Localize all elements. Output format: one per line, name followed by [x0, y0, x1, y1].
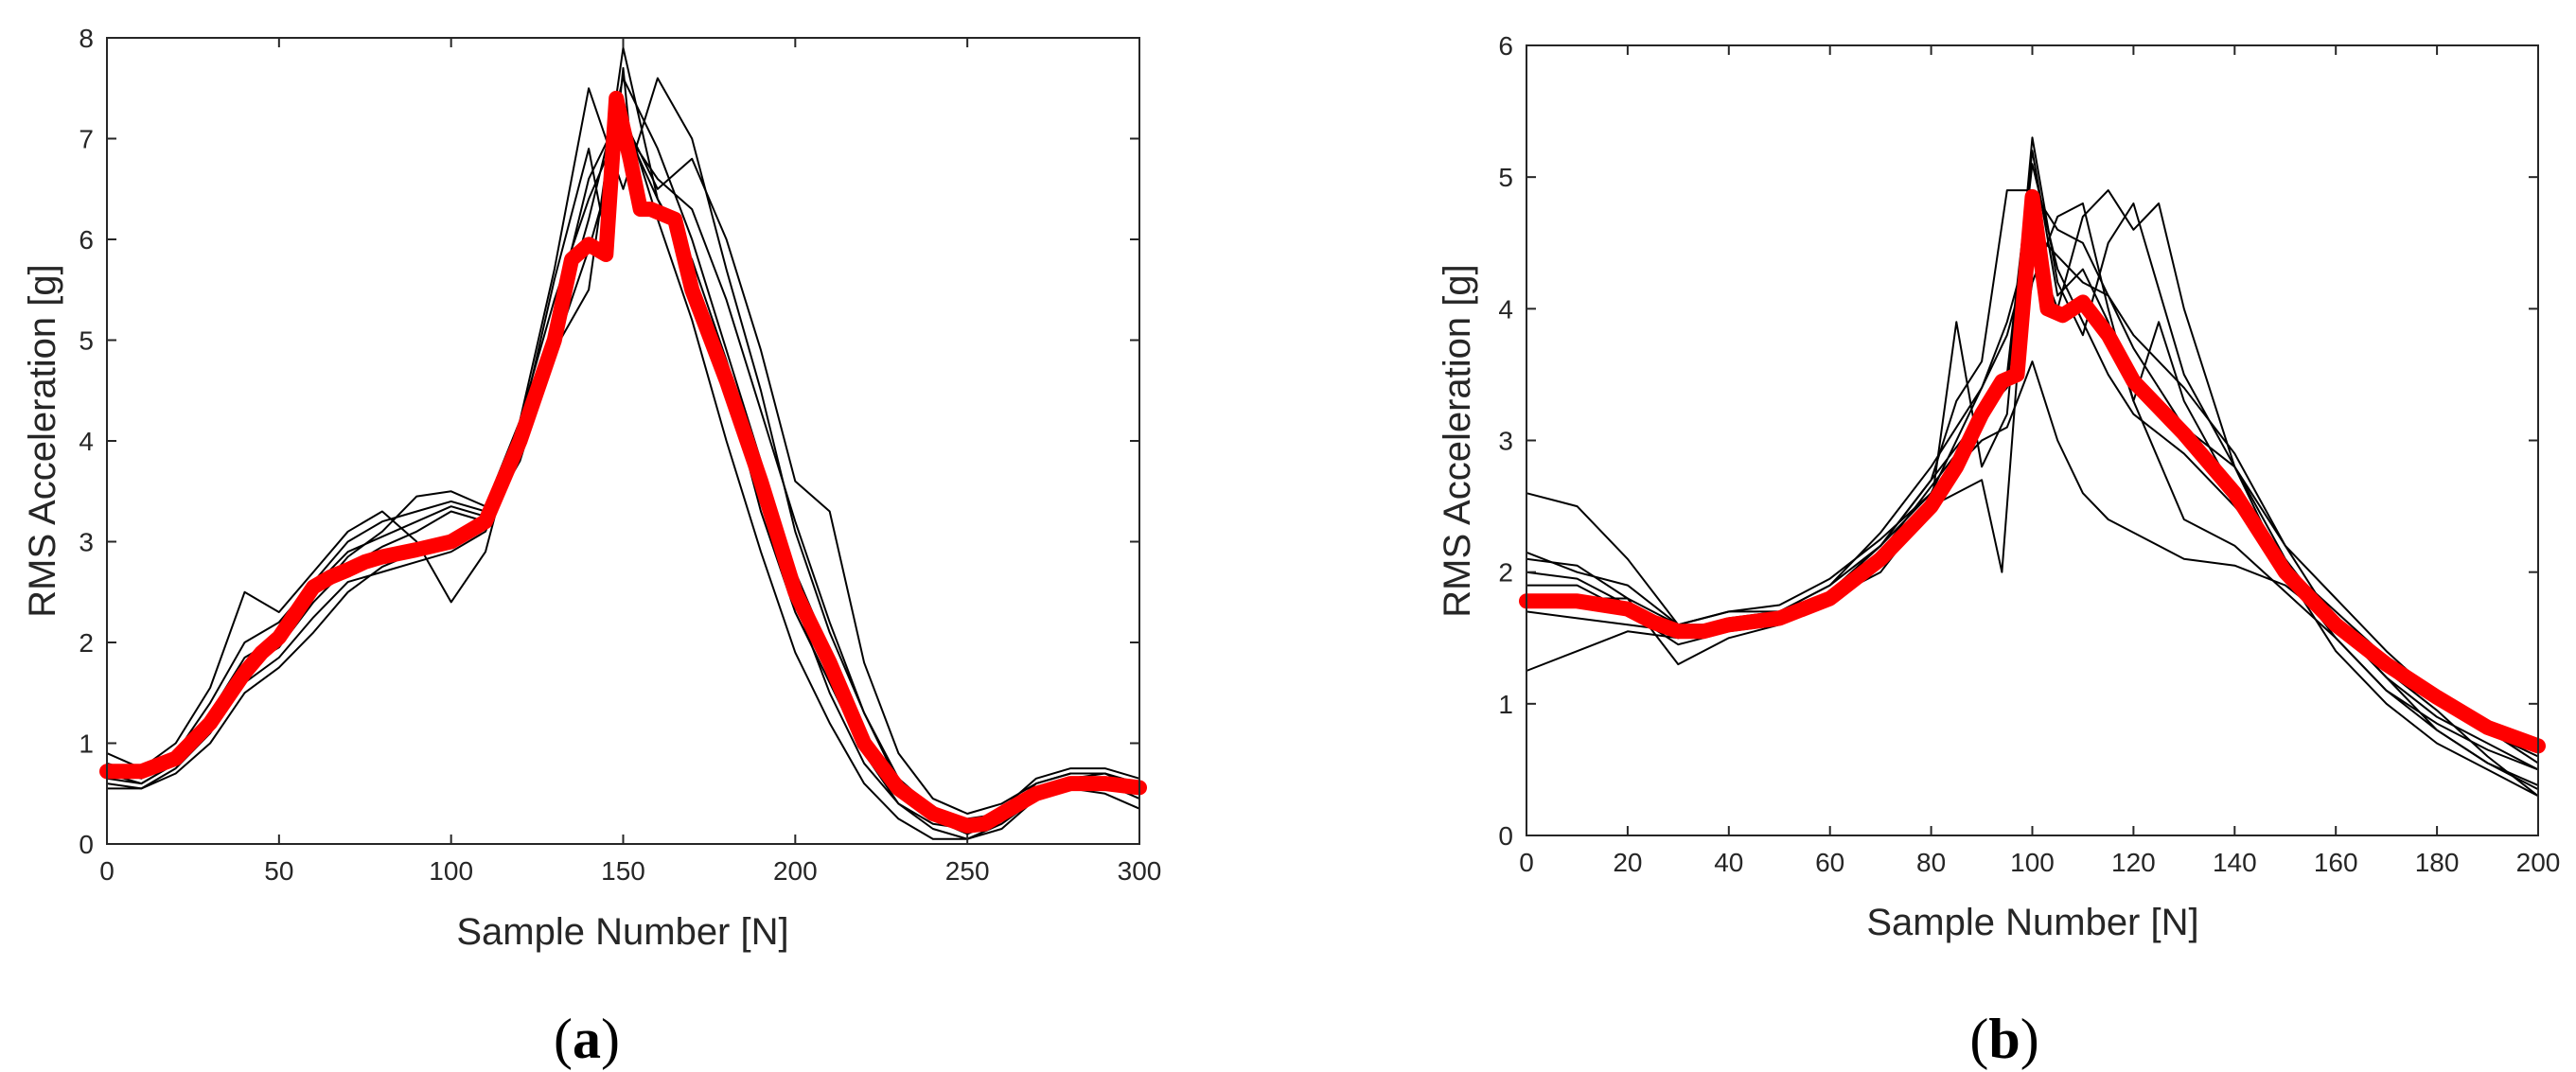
chart-b-series-trial-5 — [1526, 163, 2539, 758]
chart-b-ytick-label-5: 5 — [1498, 163, 1513, 192]
chart-b-ylabel: RMS Acceleration [g] — [1437, 264, 1478, 618]
chart-b-ytick-label-6: 6 — [1498, 31, 1513, 61]
chart-a-xtick-label-200: 200 — [773, 856, 818, 886]
chart-a-ytick-label-1: 1 — [79, 729, 94, 759]
chart-b-traces — [1519, 136, 2546, 798]
chart-b-panel-letter: b — [1988, 1008, 2020, 1070]
chart-b-ytick-label-2: 2 — [1498, 558, 1513, 588]
chart-b-xtick-label-40: 40 — [1714, 848, 1743, 877]
chart-a-ytick-label-4: 4 — [79, 427, 94, 456]
chart-a-ytick-label-7: 7 — [79, 125, 94, 154]
chart-a-ytick-label-8: 8 — [79, 24, 94, 53]
chart-b-panel-label: (b) — [1969, 1008, 2038, 1070]
chart-b-xtick-label-20: 20 — [1613, 848, 1642, 877]
chart-b: 0 20 40 60 80 100 120 140 160 180 200 0 1 2 3 4 5 6 Sampl… — [1437, 31, 2560, 1070]
chart-b-ytick-label-1: 1 — [1498, 690, 1513, 719]
chart-a-series-trial-2 — [106, 77, 1140, 835]
chart-a-ticks: 0 50 100 150 200 250 300 0 1 2 3 4 5 6 7 8 — [79, 24, 1161, 886]
chart-b-ticks: 0 20 40 60 80 100 120 140 160 180 200 0 1 2 3 4 5 6 — [1498, 31, 2560, 877]
chart-a: 0 50 100 150 200 250 300 0 1 2 3 4 5 6 7 8 Sample Numbe… — [22, 24, 1161, 1070]
chart-b-ytick-label-4: 4 — [1498, 294, 1513, 324]
chart-a-ytick-label-2: 2 — [79, 628, 94, 658]
chart-b-plot-area — [1526, 45, 2538, 835]
chart-a-ytick-label-3: 3 — [79, 528, 94, 557]
chart-a-xtick-label-100: 100 — [429, 856, 473, 886]
chart-a-series-mean — [99, 90, 1147, 834]
chart-b-xtick-label-0: 0 — [1519, 848, 1534, 877]
chart-a-frame — [106, 37, 1140, 845]
chart-b-xtick-label-200: 200 — [2516, 848, 2561, 877]
chart-a-ytick-label-5: 5 — [79, 326, 94, 356]
chart-b-frame — [1526, 44, 2539, 836]
chart-a-panel-letter: a — [573, 1008, 601, 1070]
chart-a-xtick-label-0: 0 — [99, 856, 115, 886]
chart-b-xtick-label-160: 160 — [2314, 848, 2358, 877]
chart-b-xtick-label-100: 100 — [2010, 848, 2055, 877]
chart-a-xtick-label-50: 50 — [264, 856, 293, 886]
chart-a-ytick-label-0: 0 — [79, 830, 94, 859]
chart-a-ylabel: RMS Acceleration [g] — [22, 264, 63, 618]
chart-b-xtick-label-80: 80 — [1916, 848, 1946, 877]
chart-b-xtick-label-140: 140 — [2213, 848, 2257, 877]
chart-b-xtick-label-60: 60 — [1815, 848, 1844, 877]
chart-b-xtick-label-180: 180 — [2415, 848, 2460, 877]
chart-b-xtick-label-120: 120 — [2111, 848, 2156, 877]
chart-a-xtick-label-150: 150 — [601, 856, 645, 886]
chart-a-traces — [99, 46, 1147, 840]
chart-b-ytick-label-3: 3 — [1498, 427, 1513, 456]
chart-a-plot-area — [107, 38, 1139, 844]
chart-a-xlabel: Sample Number [N] — [456, 911, 788, 953]
chart-a-xtick-label-300: 300 — [1118, 856, 1162, 886]
chart-b-series-mean — [1519, 189, 2546, 754]
chart-b-ytick-label-0: 0 — [1498, 821, 1513, 851]
chart-a-xtick-label-250: 250 — [945, 856, 990, 886]
chart-b-xlabel: Sample Number [N] — [1866, 902, 2198, 943]
chart-a-panel-label: (a) — [554, 1008, 620, 1070]
chart-a-ytick-label-6: 6 — [79, 225, 94, 255]
